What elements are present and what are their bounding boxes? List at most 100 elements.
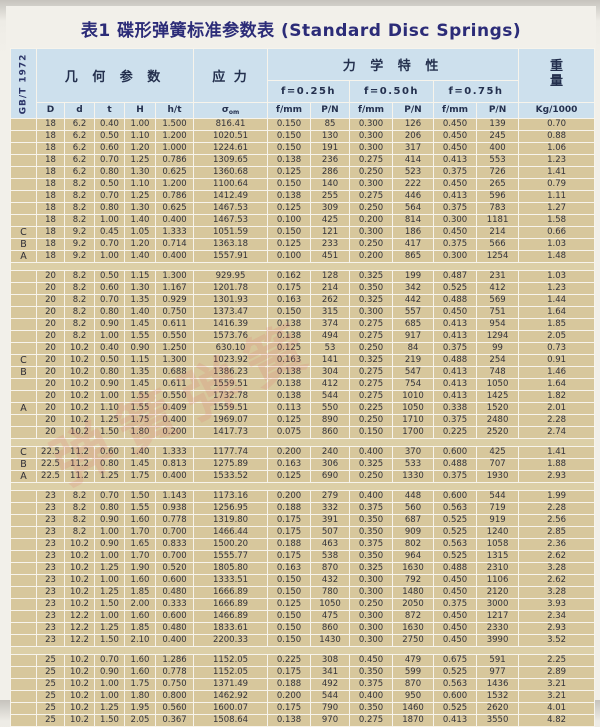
table-cell: 0.350	[350, 515, 393, 526]
table-cell: 0.163	[268, 355, 311, 366]
table-cell: 0.350	[350, 667, 393, 678]
table-cell: 0.563	[434, 679, 477, 690]
table-cell: 0.275	[350, 391, 393, 402]
table-cell: 0.275	[350, 715, 393, 726]
table-cell: 0.700	[156, 527, 194, 538]
series-grade-cell	[11, 271, 36, 282]
table-cell: 206	[393, 131, 434, 142]
table-cell: 1.48	[519, 251, 595, 262]
table-cell: 0.200	[156, 427, 194, 438]
table-cell: 463	[311, 539, 350, 550]
table-cell: 1.10	[125, 179, 155, 190]
table-cell: 1.90	[125, 563, 155, 574]
series-grade-cell	[11, 167, 36, 178]
table-cell: 0.125	[268, 415, 311, 426]
table-cell: 0.400	[350, 691, 393, 702]
table-cell: 0.350	[350, 551, 393, 562]
table-cell: 751	[477, 307, 519, 318]
table-cell: 0.138	[268, 331, 311, 342]
table-row: 23 12.2 1.25 1.85 0.480 1833.61 0.150 860 0.300 1…	[11, 623, 595, 634]
table-cell: 1.500	[156, 119, 194, 130]
table-cell: 0.375	[434, 203, 477, 214]
table-cell: 0.413	[434, 715, 477, 726]
table-cell: 8.2	[65, 283, 94, 294]
table-cell: 1.03	[519, 271, 595, 282]
table-cell: 0.125	[268, 167, 311, 178]
table-cell: 1.50	[95, 635, 124, 646]
table-cell: 25	[37, 715, 64, 726]
table-cell: 0.73	[519, 343, 595, 354]
table-cell: 860	[311, 427, 350, 438]
table-cell: 0.90	[95, 667, 124, 678]
table-cell: 6.2	[65, 131, 94, 142]
table-cell: 8.2	[65, 515, 94, 526]
table-cell: 0.200	[268, 447, 311, 458]
table-cell: 1254	[477, 251, 519, 262]
table-cell: 20	[37, 331, 64, 342]
table-cell: 342	[393, 283, 434, 294]
series-grade-cell	[11, 691, 36, 702]
table-cell: 950	[393, 691, 434, 702]
table-cell: 802	[393, 539, 434, 550]
table-cell: 0.075	[268, 427, 311, 438]
table-cell: 18	[37, 131, 64, 142]
table-cell: 8.2	[65, 491, 94, 502]
table-cell: 2.01	[519, 403, 595, 414]
table-cell: 1.00	[95, 251, 124, 262]
table-cell: 191	[311, 143, 350, 154]
table-cell: 0.150	[268, 623, 311, 634]
table-cell: 417	[393, 239, 434, 250]
table-cell: 1.00	[95, 391, 124, 402]
table-cell: 6.2	[65, 155, 94, 166]
table-cell: 591	[477, 655, 519, 666]
table-cell: 6.2	[65, 167, 94, 178]
table-cell: 2200.33	[194, 635, 268, 646]
table-cell: 929.95	[194, 271, 268, 282]
table-cell: 1023.92	[194, 355, 268, 366]
table-cell: 0.300	[350, 143, 393, 154]
series-grade-cell	[11, 307, 36, 318]
table-cell: 1.55	[125, 391, 155, 402]
table-cell: 141	[311, 355, 350, 366]
table-cell: 1058	[477, 539, 519, 550]
table-cell: 0.300	[350, 575, 393, 586]
table-row: 20 10.2 1.00 1.55 0.550 1732.78 0.138 544 0.275 1…	[11, 391, 595, 402]
table-cell: 1436	[477, 679, 519, 690]
col-p2: P/N	[393, 102, 434, 118]
table-cell: 0.560	[156, 703, 194, 714]
table-cell: 8.2	[65, 203, 94, 214]
table-cell: 690	[311, 471, 350, 482]
table-cell: 20	[37, 427, 64, 438]
table-cell: 909	[393, 527, 434, 538]
col-stress-sigma: σom	[194, 102, 268, 118]
table-cell: 0.375	[434, 415, 477, 426]
table-cell: 1.20	[125, 239, 155, 250]
disc-spring-parameter-table: GB/T 1972 几 何 参 数 应 力 力 学 特 性 重 量 f=0.25…	[10, 48, 596, 727]
table-cell: 0.60	[95, 143, 124, 154]
table-cell: 1.60	[125, 655, 155, 666]
table-cell: 18	[37, 119, 64, 130]
table-cell: 11.2	[65, 459, 94, 470]
table-cell: 0.225	[434, 427, 477, 438]
table-cell: 1.250	[156, 343, 194, 354]
table-cell: 2480	[477, 415, 519, 426]
series-grade-cell	[11, 131, 36, 142]
table-cell: 448	[393, 491, 434, 502]
table-cell: 1050	[311, 599, 350, 610]
table-row: 23 12.2 1.50 2.10 0.400 2200.33 0.150 1430 0.300…	[11, 635, 595, 646]
table-cell: 18	[37, 203, 64, 214]
table-cell: 0.450	[434, 587, 477, 598]
table-cell: 977	[477, 667, 519, 678]
series-grade-cell	[11, 599, 36, 610]
table-cell: 0.150	[268, 575, 311, 586]
table-cell: 1532	[477, 691, 519, 702]
table-cell: 233	[311, 239, 350, 250]
table-cell: 596	[477, 191, 519, 202]
table-cell: 3.28	[519, 563, 595, 574]
table-cell: 0.600	[434, 447, 477, 458]
table-cell: 128	[311, 271, 350, 282]
table-cell: 12.2	[65, 623, 94, 634]
table-cell: 2.10	[125, 635, 155, 646]
table-row: 23 10.2 1.25 1.90 0.520 1805.80 0.163 870 0.325 1…	[11, 563, 595, 574]
table-cell: 0.200	[268, 691, 311, 702]
